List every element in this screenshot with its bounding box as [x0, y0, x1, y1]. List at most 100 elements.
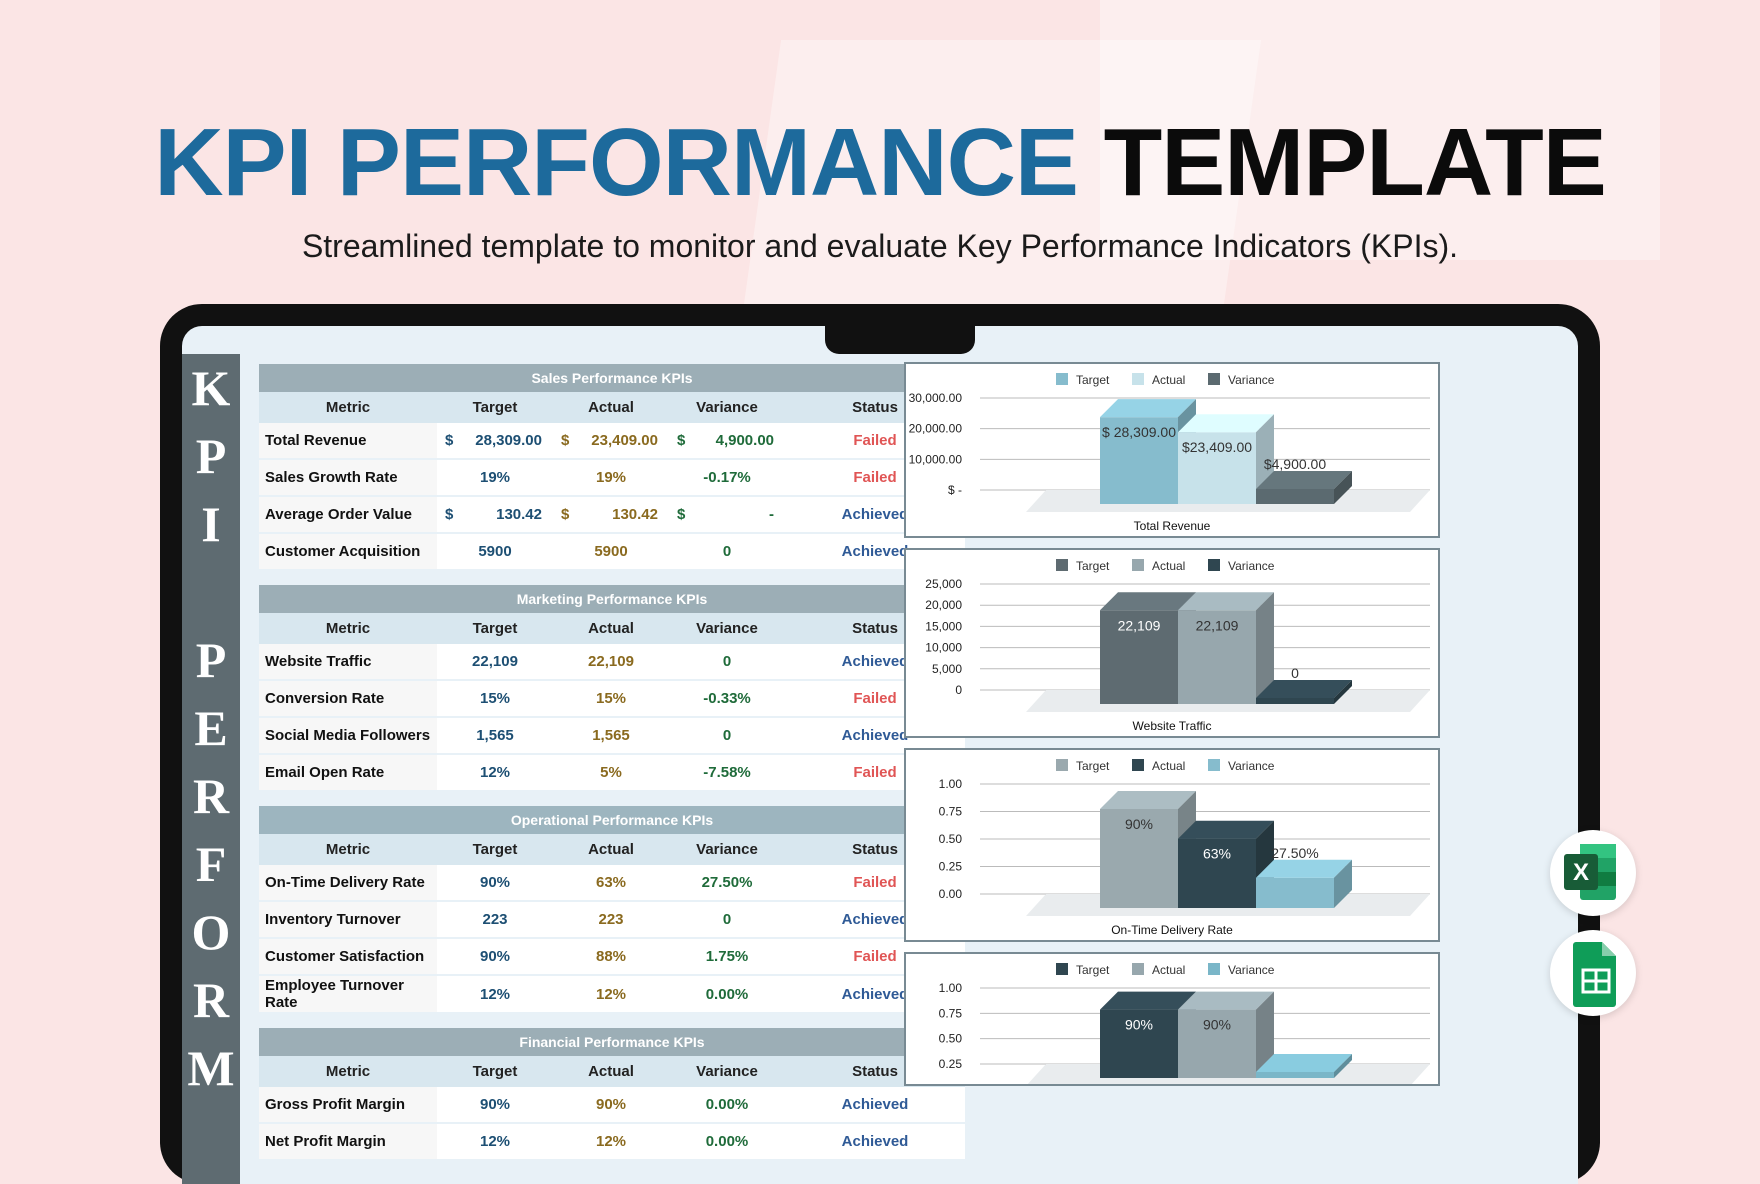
target-cell[interactable]: 12% — [437, 1123, 553, 1161]
actual-cell[interactable]: 1,565 — [553, 717, 669, 755]
metric-cell[interactable]: Customer Acquisition — [259, 533, 437, 571]
actual-cell[interactable]: 5900 — [553, 533, 669, 571]
metric-cell[interactable]: On-Time Delivery Rate — [259, 865, 437, 902]
variance-cell[interactable]: 0.00% — [669, 975, 785, 1014]
column-header[interactable]: Target — [437, 392, 553, 423]
table-row[interactable]: Customer Acquisition 5900 5900 0 Achieved — [259, 533, 965, 571]
actual-cell[interactable]: 223 — [553, 901, 669, 939]
column-header[interactable]: Metric — [259, 392, 437, 423]
target-cell[interactable]: 22,109 — [437, 644, 553, 681]
target-cell[interactable]: 90% — [437, 1087, 553, 1124]
kpi-chart[interactable]: Target Actual Variance $ 30,000.00 $ 20,000.… — [904, 362, 1440, 538]
metric-cell[interactable]: Inventory Turnover — [259, 901, 437, 939]
target-cell[interactable]: 90% — [437, 938, 553, 976]
column-header[interactable]: Actual — [553, 1056, 669, 1087]
variance-cell[interactable]: 0.00% — [669, 1123, 785, 1161]
status-cell[interactable]: Achieved — [785, 1123, 965, 1161]
column-header[interactable]: Target — [437, 834, 553, 865]
actual-cell[interactable]: 22,109 — [553, 644, 669, 681]
column-header[interactable]: Target — [437, 613, 553, 644]
target-cell[interactable]: $130.42 — [437, 496, 553, 534]
table-row[interactable]: On-Time Delivery Rate 90% 63% 27.50% Failed — [259, 865, 965, 902]
table-row[interactable]: Social Media Followers 1,565 1,565 0 Achieve… — [259, 717, 965, 755]
table-row[interactable]: Inventory Turnover 223 223 0 Achieved — [259, 901, 965, 939]
target-cell[interactable]: 15% — [437, 680, 553, 718]
target-cell[interactable]: 90% — [437, 865, 553, 902]
table-row[interactable]: Total Revenue $28,309.00 $23,409.00 $4,900.… — [259, 423, 965, 460]
actual-cell[interactable]: 15% — [553, 680, 669, 718]
actual-cell[interactable]: 19% — [553, 459, 669, 497]
chart-bar[interactable]: $23,409.00 — [1178, 414, 1274, 504]
metric-cell[interactable]: Website Traffic — [259, 644, 437, 681]
kpi-chart[interactable]: Target Actual Variance 25,000 20,000 15,000 10… — [904, 548, 1440, 738]
sheets-badge[interactable] — [1550, 930, 1636, 1016]
target-cell[interactable]: 1,565 — [437, 717, 553, 755]
column-header[interactable]: Actual — [553, 392, 669, 423]
metric-cell[interactable]: Employee Turnover Rate — [259, 975, 437, 1014]
metric-cell[interactable]: Total Revenue — [259, 423, 437, 460]
column-header[interactable]: Metric — [259, 834, 437, 865]
chart-bar[interactable]: 90% — [1178, 991, 1274, 1078]
table-row[interactable]: Conversion Rate 15% 15% -0.33% Failed — [259, 680, 965, 718]
column-header[interactable]: Metric — [259, 613, 437, 644]
column-header[interactable]: Actual — [553, 613, 669, 644]
excel-badge[interactable]: X — [1550, 830, 1636, 916]
column-header[interactable]: Metric — [259, 1056, 437, 1087]
table-row[interactable]: Net Profit Margin 12% 12% 0.00% Achieved — [259, 1123, 965, 1161]
column-header[interactable]: Target — [437, 1056, 553, 1087]
actual-cell[interactable]: 63% — [553, 865, 669, 902]
column-header[interactable]: Variance — [669, 834, 785, 865]
kpi-chart[interactable]: Target Actual Variance 1.00 0.75 0.50 0.25 0.00… — [904, 748, 1440, 942]
actual-cell[interactable]: 5% — [553, 754, 669, 792]
status-cell[interactable]: Achieved — [785, 1087, 965, 1124]
actual-cell[interactable]: 12% — [553, 1123, 669, 1161]
metric-cell[interactable]: Sales Growth Rate — [259, 459, 437, 497]
actual-cell[interactable]: 12% — [553, 975, 669, 1014]
target-cell[interactable]: 19% — [437, 459, 553, 497]
variance-cell[interactable]: 1.75% — [669, 938, 785, 976]
table-row[interactable]: Sales Growth Rate 19% 19% -0.17% Failed — [259, 459, 965, 497]
column-header[interactable]: Variance — [669, 613, 785, 644]
metric-cell[interactable]: Email Open Rate — [259, 754, 437, 792]
chart-bar[interactable] — [1256, 1054, 1352, 1078]
actual-cell[interactable]: $130.42 — [553, 496, 669, 534]
table-row[interactable]: Website Traffic 22,109 22,109 0 Achieved — [259, 644, 965, 681]
table-row[interactable]: Email Open Rate 12% 5% -7.58% Failed — [259, 754, 965, 792]
variance-cell[interactable]: -7.58% — [669, 754, 785, 792]
variance-cell[interactable]: 0 — [669, 901, 785, 939]
metric-cell[interactable]: Customer Satisfaction — [259, 938, 437, 976]
metric-cell[interactable]: Average Order Value — [259, 496, 437, 534]
actual-cell[interactable]: 88% — [553, 938, 669, 976]
variance-cell[interactable]: -0.33% — [669, 680, 785, 718]
metric-cell[interactable]: Gross Profit Margin — [259, 1087, 437, 1124]
actual-cell[interactable]: $23,409.00 — [553, 423, 669, 460]
status-cell[interactable]: Achieved — [785, 717, 965, 755]
column-header[interactable]: Variance — [669, 1056, 785, 1087]
chart-bar[interactable]: 0 — [1256, 665, 1352, 704]
target-cell[interactable]: $28,309.00 — [437, 423, 553, 460]
variance-cell[interactable]: $ - — [669, 496, 785, 534]
variance-cell[interactable]: $4,900.00 — [669, 423, 785, 460]
variance-cell[interactable]: 0 — [669, 717, 785, 755]
table-row[interactable]: Customer Satisfaction 90% 88% 1.75% Failed — [259, 938, 965, 976]
chart-bar[interactable]: $4,900.00 — [1256, 456, 1352, 504]
chart-bar[interactable]: 22,109 — [1178, 592, 1274, 704]
variance-cell[interactable]: 0 — [669, 644, 785, 681]
target-cell[interactable]: 5900 — [437, 533, 553, 571]
variance-cell[interactable]: 0.00% — [669, 1087, 785, 1124]
actual-cell[interactable]: 90% — [553, 1087, 669, 1124]
table-row[interactable]: Gross Profit Margin 90% 90% 0.00% Achieved — [259, 1087, 965, 1124]
target-cell[interactable]: 12% — [437, 975, 553, 1014]
table-row[interactable]: Employee Turnover Rate 12% 12% 0.00% Achieve… — [259, 975, 965, 1014]
variance-cell[interactable]: -0.17% — [669, 459, 785, 497]
metric-cell[interactable]: Conversion Rate — [259, 680, 437, 718]
chart-bar[interactable]: 90% — [1100, 791, 1196, 908]
variance-cell[interactable]: 0 — [669, 533, 785, 571]
metric-cell[interactable]: Net Profit Margin — [259, 1123, 437, 1161]
target-cell[interactable]: 223 — [437, 901, 553, 939]
variance-cell[interactable]: 27.50% — [669, 865, 785, 902]
chart-bar[interactable]: 27.50% — [1256, 845, 1352, 908]
column-header[interactable]: Variance — [669, 392, 785, 423]
metric-cell[interactable]: Social Media Followers — [259, 717, 437, 755]
column-header[interactable]: Actual — [553, 834, 669, 865]
